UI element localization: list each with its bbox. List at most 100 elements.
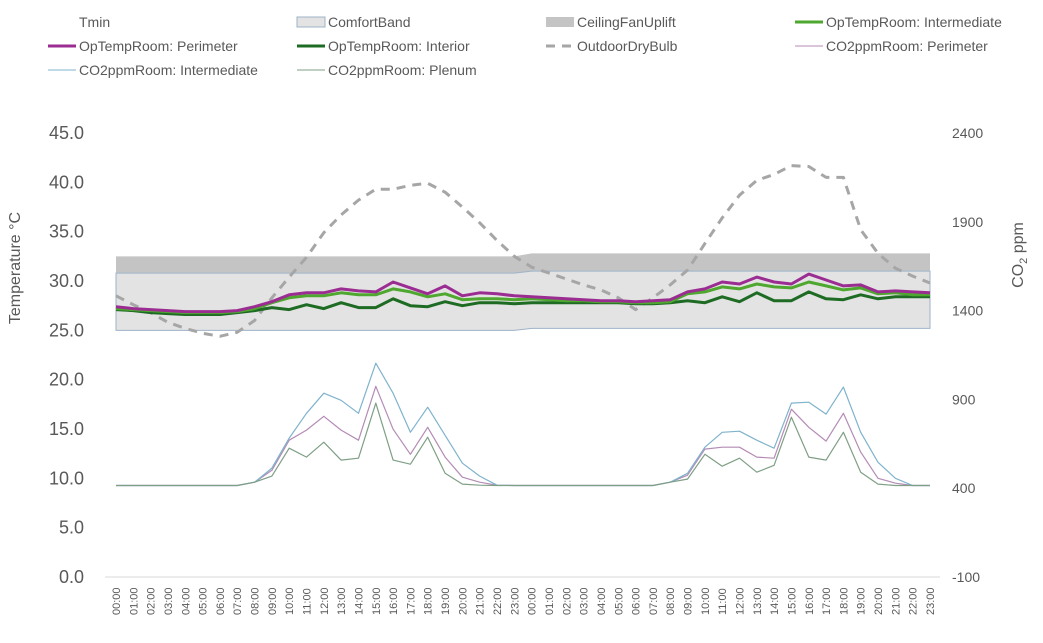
x-tick-label: 21:00: [890, 587, 902, 615]
x-tick-label: 12:00: [734, 587, 746, 615]
x-tick-label: 10:00: [284, 587, 296, 615]
x-tick-label: 01:00: [128, 587, 140, 615]
x-tick-label: 07:00: [648, 587, 660, 615]
x-tick-label: 11:00: [717, 588, 729, 615]
x-tick-label: 15:00: [371, 587, 383, 615]
x-tick-label: 11:00: [302, 588, 314, 615]
y-tick-label: 15.0: [49, 419, 84, 439]
x-tick-label: 15:00: [786, 587, 798, 615]
x-tick-label: 16:00: [804, 587, 816, 615]
x-tick-label: 03:00: [579, 587, 591, 615]
legend-item-co2ppmroom-perimeter[interactable]: CO2ppmRoom: Perimeter: [795, 38, 988, 54]
x-tick-label: 08:00: [665, 587, 677, 615]
legend-label: CO2ppmRoom: Intermediate: [79, 62, 258, 78]
legend-label: CO2ppmRoom: Plenum: [328, 62, 477, 78]
x-tick-label: 10:00: [700, 587, 712, 615]
x-tick-label: 19:00: [856, 587, 868, 615]
legend-item-comfortband[interactable]: ComfortBand: [296, 14, 410, 30]
x-tick-label: 16:00: [388, 587, 400, 615]
y-axis-ticks: 0.0 5.0 10.0 15.0 20.0 25.0 30.0 35.0 40.0 45.0: [49, 123, 84, 587]
y-tick-label: 40.0: [49, 172, 84, 192]
legend-swatch: [546, 17, 574, 27]
legend-item-ceilingfanuplift[interactable]: CeilingFanUplift: [546, 14, 676, 30]
legend-item-optemproom-interior[interactable]: OpTempRoom: Interior: [297, 38, 470, 54]
series-optemproom-intermediate: [115, 280, 930, 315]
x-tick-label: 08:00: [250, 587, 262, 615]
x-tick-label: 20:00: [873, 587, 885, 615]
x-tick-label: 09:00: [683, 587, 695, 615]
legend-item-tmin[interactable]: Tmin: [79, 14, 110, 30]
x-tick-label: 17:00: [821, 587, 833, 615]
y-tick-label: 45.0: [49, 123, 84, 143]
x-tick-label: 21:00: [475, 587, 487, 615]
x-tick-label: 00:00: [527, 587, 539, 615]
legend-label: CO2ppmRoom: Perimeter: [826, 38, 988, 54]
y-axis-title: Temperature °C: [7, 212, 24, 324]
y-tick-label: 30.0: [49, 271, 84, 291]
series-co2ppmroom-intermediate: [116, 362, 930, 487]
y2-tick-label: 1400: [952, 303, 983, 319]
x-tick-label: 18:00: [838, 587, 850, 615]
y-tick-label: 20.0: [49, 370, 84, 390]
x-tick-label: 13:00: [752, 587, 764, 615]
x-tick-label: 06:00: [631, 587, 643, 615]
x-tick-label: 04:00: [180, 587, 192, 615]
x-tick-label: 19:00: [440, 587, 452, 615]
legend-label: OpTempRoom: Interior: [328, 38, 470, 54]
x-tick-label: 07:00: [232, 587, 244, 615]
y2-axis-title: CO2 ppm: [1010, 222, 1030, 288]
legend-item-co2ppmroom-intermediate[interactable]: CO2ppmRoom: Intermediate: [48, 62, 258, 78]
y-tick-label: 25.0: [49, 320, 84, 340]
x-tick-label: 18:00: [423, 587, 435, 615]
x-tick-label: 17:00: [405, 587, 417, 615]
series-optemproom-perimeter: [115, 272, 931, 314]
y-tick-label: 0.0: [59, 567, 84, 587]
legend-label: OpTempRoom: Intermediate: [826, 14, 1002, 30]
y2-tick-label: 900: [952, 391, 976, 407]
legend-label: OpTempRoom: Perimeter: [79, 38, 238, 54]
ceiling-fan-uplift-band: [116, 253, 930, 274]
series-co2ppmroom-plenum: [116, 402, 930, 487]
y2-tick-label: -100: [952, 569, 980, 585]
x-tick-label: 23:00: [509, 587, 521, 615]
x-tick-label: 14:00: [769, 587, 781, 615]
x-tick-label: 02:00: [146, 587, 158, 615]
legend-swatch: [296, 16, 326, 28]
x-tick-label: 22:00: [908, 587, 920, 615]
y2-tick-label: 2400: [952, 125, 983, 141]
x-axis-ticks: 00:00 01:00 02:00 03:00 04:00 05:00 06:00 07:00…: [111, 587, 937, 615]
x-tick-label: 06:00: [215, 587, 227, 615]
series-outdoordrybulb: [115, 164, 931, 338]
x-tick-label: 12:00: [319, 587, 331, 615]
legend-label: OutdoorDryBulb: [577, 38, 678, 54]
x-tick-label: 05:00: [198, 587, 210, 615]
legend-label: CeilingFanUplift: [577, 14, 676, 30]
y2-tick-label: 400: [952, 480, 976, 496]
y-tick-label: 35.0: [49, 222, 84, 242]
x-tick-label: 03:00: [163, 587, 175, 615]
x-tick-label: 09:00: [267, 587, 279, 615]
x-tick-label: 00:00: [111, 587, 123, 615]
y2-axis-ticks: -100 400 900 1400 1900 2400: [952, 125, 983, 585]
legend-item-outdoordrybulb[interactable]: OutdoorDryBulb: [546, 38, 678, 54]
legend: Tmin ComfortBand CeilingFanUplift OpTempRoo…: [48, 14, 1002, 78]
x-tick-label: 23:00: [925, 587, 937, 615]
x-tick-label: 14:00: [353, 587, 365, 615]
x-tick-label: 02:00: [561, 587, 573, 615]
y-tick-label: 5.0: [59, 518, 84, 538]
legend-label: ComfortBand: [328, 14, 410, 30]
legend-item-co2ppmroom-plenum[interactable]: CO2ppmRoom: Plenum: [297, 62, 477, 78]
x-tick-label: 22:00: [492, 587, 504, 615]
legend-label: Tmin: [79, 14, 110, 30]
x-tick-label: 04:00: [596, 587, 608, 615]
series-co2ppmroom-perimeter: [116, 385, 930, 487]
y-tick-label: 10.0: [49, 468, 84, 488]
x-tick-label: 05:00: [613, 587, 625, 615]
legend-item-optemproom-intermediate[interactable]: OpTempRoom: Intermediate: [795, 14, 1002, 30]
x-tick-label: 01:00: [544, 587, 556, 615]
x-tick-label: 20:00: [457, 587, 469, 615]
series-optemproom-interior: [115, 290, 930, 316]
legend-item-optemproom-perimeter[interactable]: OpTempRoom: Perimeter: [48, 38, 238, 54]
y2-tick-label: 1900: [952, 214, 983, 230]
